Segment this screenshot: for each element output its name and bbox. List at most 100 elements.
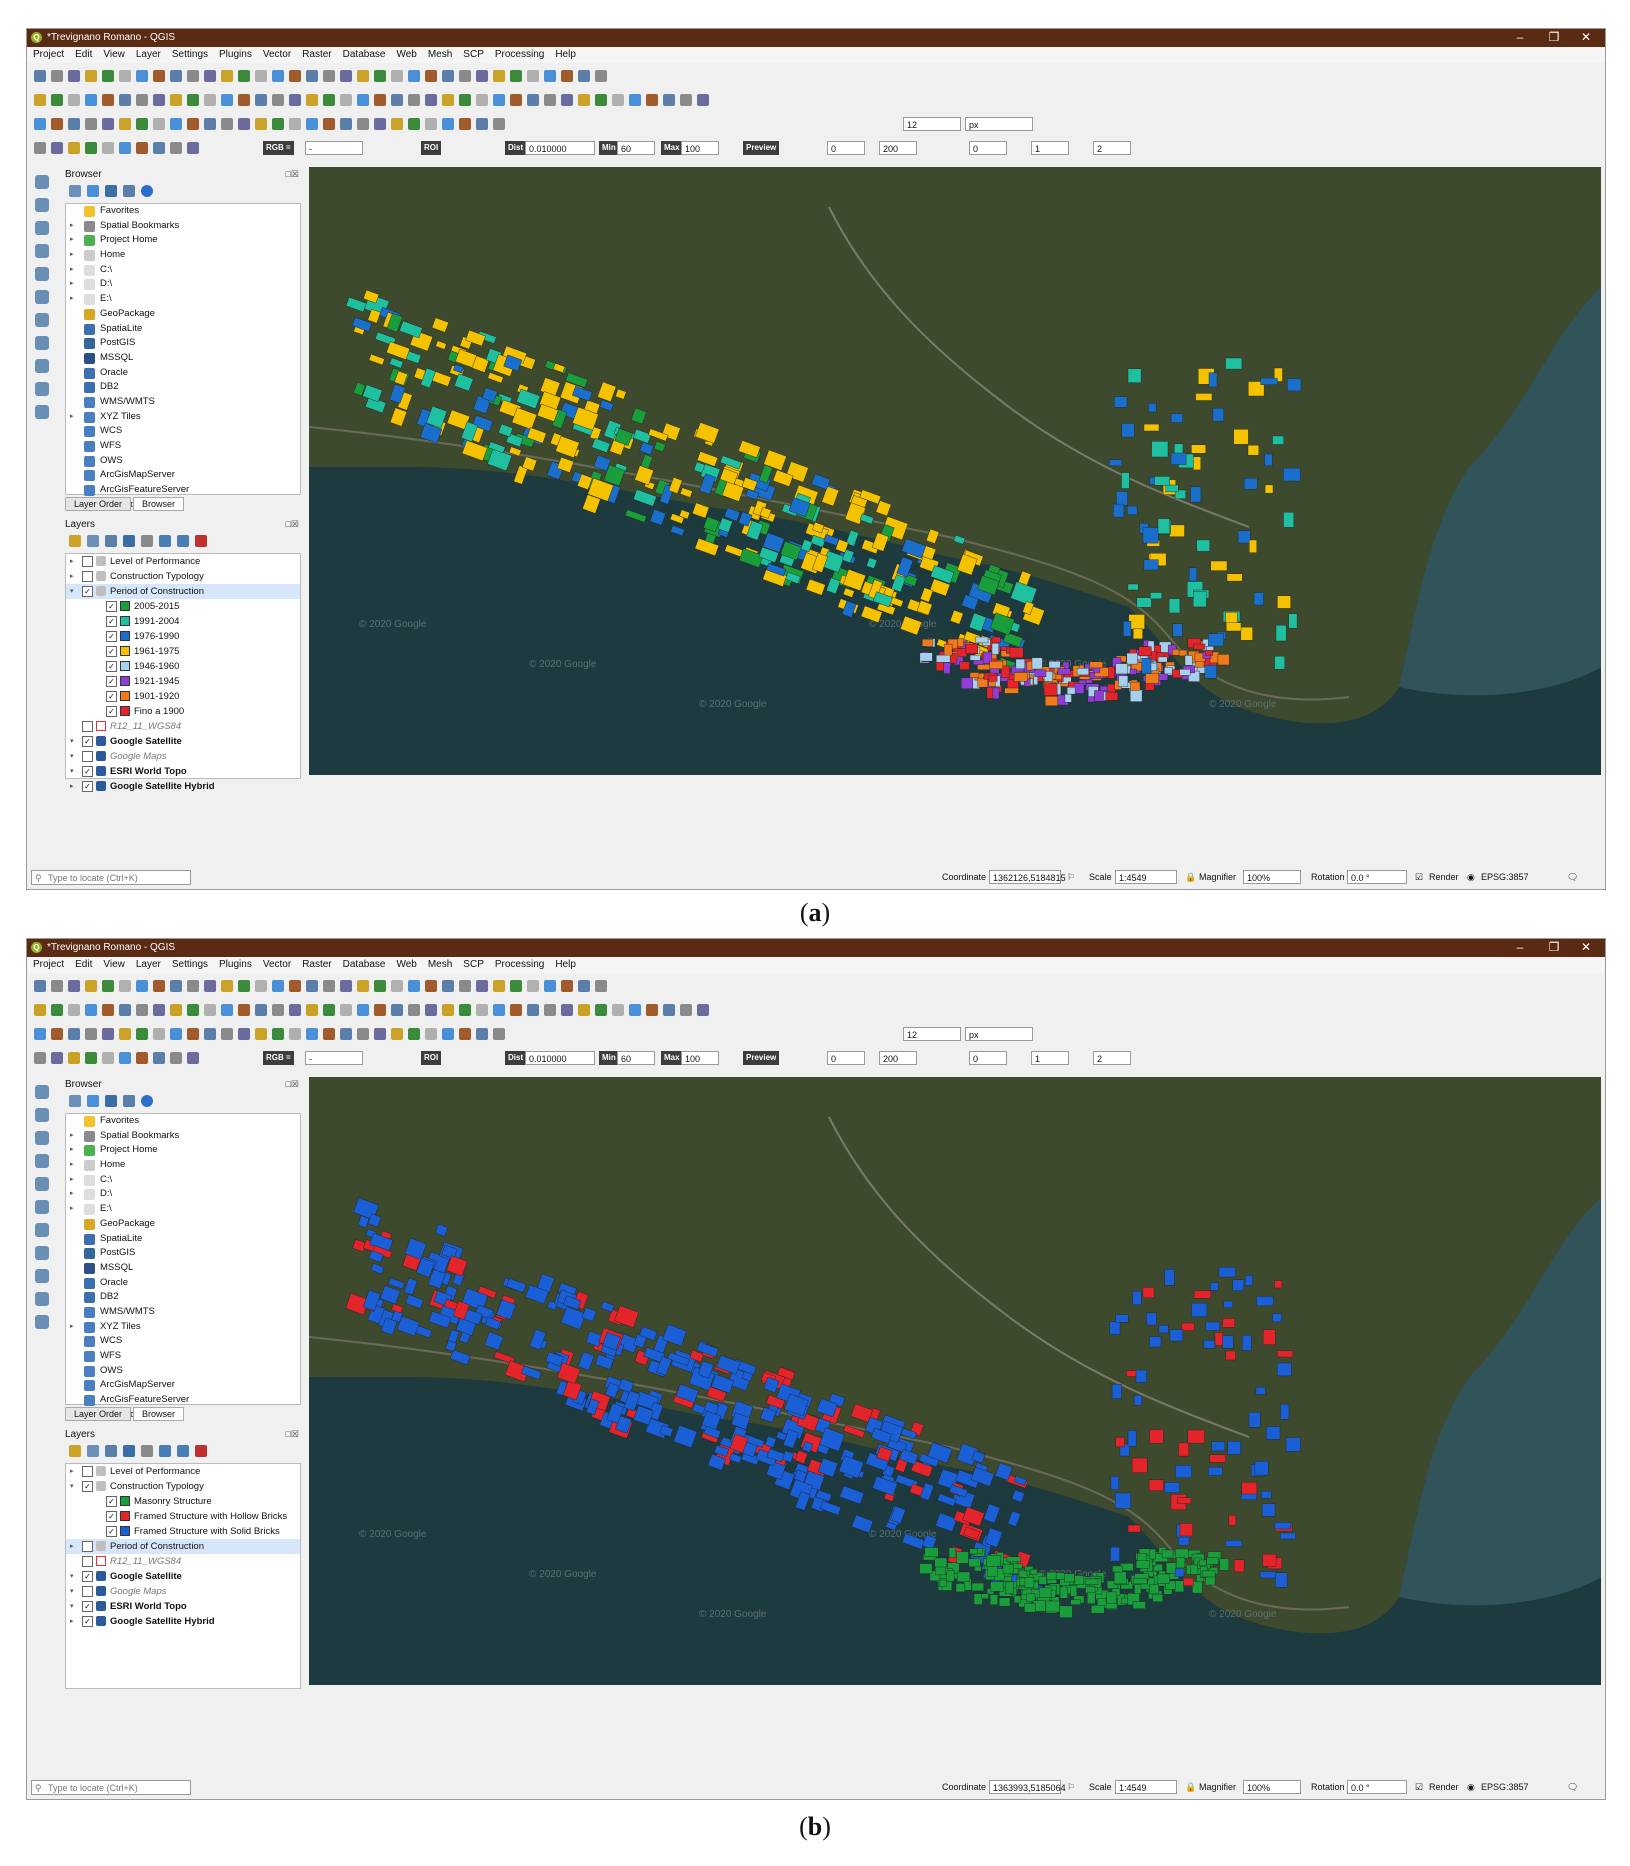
band-2-field[interactable]: 1 bbox=[1031, 1051, 1069, 1065]
toolbar-tool-icon[interactable] bbox=[238, 118, 250, 130]
add-arcgis-icon[interactable] bbox=[35, 382, 49, 396]
toolbar-tool-icon[interactable] bbox=[170, 70, 182, 82]
add-postgis-icon[interactable] bbox=[35, 290, 49, 304]
toolbar-tool-icon[interactable] bbox=[119, 980, 131, 992]
toolbar-tool-icon[interactable] bbox=[51, 980, 63, 992]
s-field[interactable]: 200 bbox=[879, 1051, 917, 1065]
magnifier-field[interactable]: 100% bbox=[1243, 870, 1301, 884]
toolbar-tool-icon[interactable] bbox=[102, 70, 114, 82]
panel-float-close-icon[interactable]: □☒ bbox=[285, 519, 299, 529]
toggle-extents-icon[interactable]: ⚐ bbox=[1067, 1782, 1076, 1792]
collapse-all-icon[interactable] bbox=[123, 1095, 135, 1107]
browser-item[interactable]: SpatiaLite bbox=[66, 322, 300, 337]
roi-button[interactable]: ROI bbox=[421, 141, 442, 155]
toolbar-tool-icon[interactable] bbox=[578, 980, 590, 992]
toolbar-tool-icon[interactable] bbox=[153, 142, 165, 154]
maximize-button[interactable]: ❐ bbox=[1548, 30, 1560, 44]
toolbar-tool-icon[interactable] bbox=[289, 70, 301, 82]
toolbar-tool-icon[interactable] bbox=[187, 142, 199, 154]
toolbar-tool-icon[interactable] bbox=[493, 1028, 505, 1040]
add-group-icon[interactable] bbox=[87, 535, 99, 547]
layer-row[interactable]: R12_11_WGS84 bbox=[66, 1554, 300, 1569]
toolbar-tool-icon[interactable] bbox=[187, 118, 199, 130]
toolbar-tool-icon[interactable] bbox=[425, 118, 437, 130]
expand-arrow-icon[interactable]: ▸ bbox=[70, 573, 74, 580]
locator-search[interactable]: ⚲ Type to locate (Ctrl+K) bbox=[31, 1780, 191, 1795]
browser-item[interactable]: ▸ Home bbox=[66, 248, 300, 263]
toolbar-tool-icon[interactable] bbox=[221, 70, 233, 82]
toolbar-tool-icon[interactable] bbox=[136, 980, 148, 992]
layer-visibility-checkbox[interactable]: ✓ bbox=[106, 601, 117, 612]
band-combo-field[interactable]: - bbox=[305, 1051, 363, 1065]
toolbar-tool-icon[interactable] bbox=[136, 94, 148, 106]
menu-processing[interactable]: Processing bbox=[494, 959, 545, 970]
add-virtual-layer-icon[interactable] bbox=[35, 1177, 49, 1191]
toolbar-tool-icon[interactable] bbox=[323, 980, 335, 992]
toolbar-tool-icon[interactable] bbox=[272, 1028, 284, 1040]
toolbar-tool-icon[interactable] bbox=[493, 1004, 505, 1016]
toolbar-tool-icon[interactable] bbox=[204, 1004, 216, 1016]
toolbar-tool-icon[interactable] bbox=[238, 980, 250, 992]
toolbar-tool-icon[interactable] bbox=[221, 1004, 233, 1016]
toolbar-tool-icon[interactable] bbox=[595, 980, 607, 992]
band-3-field[interactable]: 2 bbox=[1093, 1051, 1131, 1065]
toolbar-tool-icon[interactable] bbox=[153, 70, 165, 82]
toolbar-tool-icon[interactable] bbox=[255, 70, 267, 82]
toolbar-tool-icon[interactable] bbox=[561, 94, 573, 106]
layer-visibility-checkbox[interactable]: ✓ bbox=[82, 766, 93, 777]
expand-arrow-icon[interactable]: ▾ bbox=[70, 588, 74, 595]
browser-item[interactable]: WMS/WMTS bbox=[66, 1305, 300, 1320]
layer-visibility-checkbox[interactable] bbox=[82, 1466, 93, 1477]
toolbar-tool-icon[interactable] bbox=[459, 980, 471, 992]
browser-item[interactable]: MSSQL bbox=[66, 351, 300, 366]
layer-visibility-checkbox[interactable]: ✓ bbox=[82, 586, 93, 597]
add-spatialite-icon[interactable] bbox=[35, 1154, 49, 1168]
toolbar-tool-icon[interactable] bbox=[170, 1004, 182, 1016]
add-wfs-icon[interactable] bbox=[35, 1269, 49, 1283]
remove-layer-icon[interactable] bbox=[195, 535, 207, 547]
toolbar-tool-icon[interactable] bbox=[119, 1004, 131, 1016]
toolbar-tool-icon[interactable] bbox=[187, 1028, 199, 1040]
toolbar-tool-icon[interactable] bbox=[476, 70, 488, 82]
toggle-extents-icon[interactable]: ⚐ bbox=[1067, 872, 1076, 882]
preview-button[interactable]: Preview bbox=[743, 1051, 780, 1065]
expand-arrow-icon[interactable]: ▸ bbox=[70, 1161, 74, 1169]
toolbar-tool-icon[interactable] bbox=[170, 94, 182, 106]
expand-arrow-icon[interactable]: ▾ bbox=[70, 753, 74, 760]
band-2-field[interactable]: 1 bbox=[1031, 141, 1069, 155]
browser-item[interactable]: ▸ Spatial Bookmarks bbox=[66, 219, 300, 234]
toolbar-tool-icon[interactable] bbox=[238, 94, 250, 106]
toolbar-tool-icon[interactable] bbox=[187, 70, 199, 82]
toolbar-tool-icon[interactable] bbox=[425, 70, 437, 82]
browser-item[interactable]: ▸ Home bbox=[66, 1158, 300, 1173]
messages-icon[interactable]: 🗨 bbox=[1567, 1782, 1579, 1792]
crs-button[interactable]: EPSG:3857 bbox=[1481, 1782, 1529, 1792]
toolbar-tool-icon[interactable] bbox=[102, 142, 114, 154]
menu-settings[interactable]: Settings bbox=[171, 959, 209, 970]
browser-item[interactable]: PostGIS bbox=[66, 336, 300, 351]
toolbar-tool-icon[interactable] bbox=[68, 1028, 80, 1040]
browser-item[interactable]: DB2 bbox=[66, 1290, 300, 1305]
toolbar-tool-icon[interactable] bbox=[136, 1028, 148, 1040]
crs-button[interactable]: EPSG:3857 bbox=[1481, 872, 1529, 882]
toolbar-tool-icon[interactable] bbox=[442, 70, 454, 82]
toolbar-tool-icon[interactable] bbox=[578, 70, 590, 82]
t-field[interactable]: 0 bbox=[827, 141, 865, 155]
layer-visibility-checkbox[interactable]: ✓ bbox=[82, 1616, 93, 1627]
expand-arrow-icon[interactable]: ▸ bbox=[70, 1131, 74, 1139]
toolbar-tool-icon[interactable] bbox=[221, 94, 233, 106]
menu-layer[interactable]: Layer bbox=[135, 959, 161, 970]
toolbar-tool-icon[interactable] bbox=[51, 1004, 63, 1016]
toolbar-tool-icon[interactable] bbox=[289, 1004, 301, 1016]
add-wcs-icon[interactable] bbox=[35, 336, 49, 350]
layer-row[interactable]: ▸ Level of Performance bbox=[66, 554, 300, 569]
add-wfs-icon[interactable] bbox=[35, 359, 49, 373]
browser-item[interactable]: ▸ C:\ bbox=[66, 1173, 300, 1188]
toolbar-tool-icon[interactable] bbox=[289, 1028, 301, 1040]
dist-field[interactable]: 0.010000 bbox=[525, 141, 595, 155]
browser-item[interactable]: OWS bbox=[66, 454, 300, 469]
messages-icon[interactable]: 🗨 bbox=[1567, 872, 1579, 882]
band-1-field[interactable]: 0 bbox=[969, 141, 1007, 155]
toolbar-tool-icon[interactable] bbox=[289, 94, 301, 106]
toolbar-tool-icon[interactable] bbox=[544, 70, 556, 82]
